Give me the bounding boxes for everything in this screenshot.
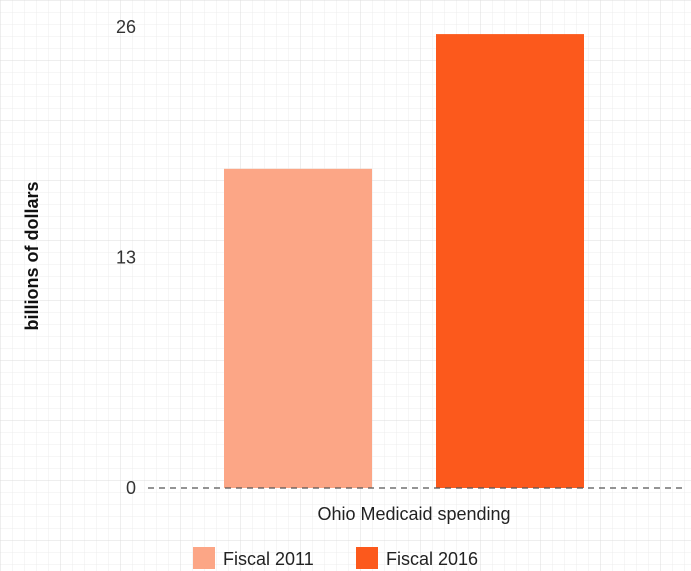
legend: Fiscal 2011 Fiscal 2016 <box>193 547 478 569</box>
legend-label: Fiscal 2011 <box>223 549 314 569</box>
bar-fiscal-2011 <box>224 168 372 488</box>
legend-swatch <box>356 547 378 569</box>
legend-swatch <box>193 547 215 569</box>
y-tick-label: 13 <box>116 248 136 268</box>
x-category-label: Ohio Medicaid spending <box>317 504 510 524</box>
bar-fiscal-2016 <box>436 34 584 488</box>
y-tick-label: 0 <box>126 478 136 498</box>
y-axis-ticks: 0 13 26 <box>116 17 136 498</box>
y-tick-label: 26 <box>116 17 136 37</box>
bars <box>224 34 584 488</box>
legend-label: Fiscal 2016 <box>386 549 478 569</box>
y-axis-title: billions of dollars <box>22 181 42 330</box>
